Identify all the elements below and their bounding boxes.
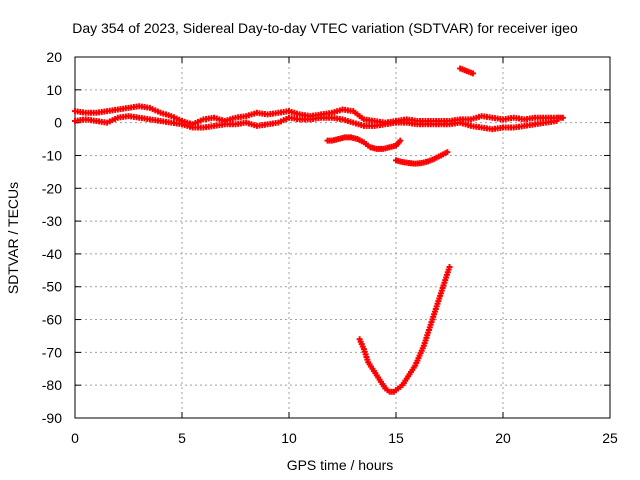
grid-lines [75,57,610,418]
y-tick-label: -90 [42,410,62,426]
y-axis-label: SDTVAR / TECUs [5,182,21,294]
data-point [553,117,560,124]
y-tick-label: -30 [42,213,62,229]
series-segment-near-5 [324,134,404,152]
x-tick-label: 5 [178,430,186,446]
axis-ticks: 0 5 10 15 20 25 -90 -80 -70 -60 -50 -40 -30 -20 -10 0 10… [42,49,618,446]
y-tick-label: -40 [42,246,62,262]
y-tick-label: -10 [42,147,62,163]
x-tick-label: 15 [388,430,404,446]
data-points [72,65,566,395]
series-segment-near-12 [393,149,451,167]
y-tick-label: -50 [42,279,62,295]
series-main-band-lower [72,113,560,133]
y-tick-label: 10 [46,82,62,98]
y-tick-label: -20 [42,180,62,196]
y-tick-label: -70 [42,344,62,360]
y-tick-label: 0 [54,115,62,131]
data-point [397,137,404,144]
x-tick-label: 0 [71,430,79,446]
x-axis-label: GPS time / hours [287,457,394,473]
series-segment-near-16 [457,65,477,77]
data-point [446,264,453,271]
x-tick-label: 25 [602,430,618,446]
chart-title: Day 354 of 2023, Sidereal Day-to-day VTE… [72,20,578,36]
data-point [559,114,566,121]
data-point [444,149,451,156]
series-deep-dip [356,264,453,395]
y-tick-label: 20 [46,49,62,65]
y-tick-label: -60 [42,312,62,328]
plot-frame [74,56,611,419]
data-point [470,70,477,77]
x-tick-label: 10 [281,430,297,446]
y-tick-label: -80 [42,377,62,393]
x-tick-label: 20 [495,430,511,446]
